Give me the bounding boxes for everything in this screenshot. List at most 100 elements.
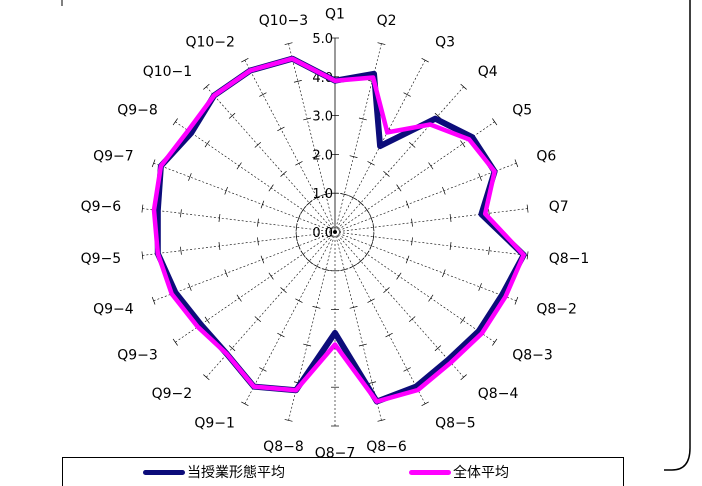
tick-mark [340,268,349,271]
category-label-8: Q8−1 [549,251,590,267]
tick-mark [411,218,413,227]
tick-mark [408,316,416,323]
tick-mark [277,332,285,338]
tick-mark [321,193,330,196]
spoke-11 [334,231,464,378]
tick-mark [188,283,192,291]
tick-mark [224,186,228,195]
tick-mark [151,296,156,305]
tick-mark [364,250,370,258]
tick-mark [203,374,210,381]
legend-item-series-2: 全体平均 [409,462,509,482]
spoke-4 [334,86,464,233]
tick-mark [284,419,293,422]
tick-mark [349,155,358,158]
tick-mark [449,213,452,222]
category-label-3: Q3 [435,34,455,50]
tick-mark [312,155,321,158]
tick-mark [180,209,182,218]
tick-mark [369,241,374,250]
category-label-10: Q8−3 [512,347,553,363]
tick-mark [358,343,367,347]
tick-mark [460,140,466,148]
tick-mark [460,83,467,90]
tick-mark [488,246,490,255]
tick-mark [403,92,411,97]
category-label-23: Q9−8 [117,103,158,119]
category-label-18: Q9−3 [117,347,158,363]
spoke-12 [334,231,426,404]
category-label-25: Q10−2 [185,34,234,50]
tick-mark [478,173,482,181]
tick-mark [405,200,410,209]
tick-mark [358,117,367,121]
tick-mark [218,242,221,251]
frame-edge [664,0,691,471]
tick-mark [428,162,434,170]
r-tick-label: 3.0 [312,110,333,125]
tick-mark [349,306,358,309]
tick-mark [141,204,144,213]
tick-mark [172,338,178,346]
r-tick-label: 5.0 [312,32,333,47]
legend-label-series-2: 全体平均 [453,465,509,481]
tick-mark [236,294,242,302]
spoke-25 [244,60,336,233]
tick-mark [172,118,178,126]
spoke-6 [334,162,517,233]
tick-mark [141,251,144,260]
tick-mark [277,126,285,132]
tick-mark [300,206,306,214]
tick-mark [403,367,411,372]
tick-mark [254,316,262,323]
tick-mark [492,338,498,346]
tick-mark [303,117,312,121]
tick-mark [284,42,293,45]
category-label-12: Q8−5 [435,416,476,432]
tick-mark [411,237,413,246]
spoke-19 [153,231,336,302]
tick-mark [218,213,221,222]
spoke-26 [288,43,336,233]
tick-mark [349,264,357,269]
tick-mark [204,316,210,324]
category-label-13: Q8−6 [366,439,407,455]
spoke-8 [334,231,528,256]
tick-mark [254,141,262,148]
tick-mark [241,58,249,63]
tick-mark [383,287,390,293]
tick-mark [396,184,402,192]
spoke-10 [334,231,495,343]
tick-mark [526,204,529,213]
tick-mark [321,268,330,271]
tick-mark [228,112,236,119]
legend-swatch-series-1 [143,469,185,475]
category-label-19: Q9−4 [93,301,134,317]
tick-mark [188,173,192,181]
spoke-13 [334,231,382,421]
legend-label-series-1: 当授業形態平均 [187,465,285,481]
category-label-24: Q10−1 [143,64,192,80]
spoke-7 [334,208,528,233]
tick-mark [434,345,442,352]
tick-mark [434,112,442,119]
tick-mark [372,232,375,241]
tick-mark [421,58,429,63]
tick-mark [442,269,446,278]
spoke-22 [153,162,336,233]
category-label-2: Q2 [377,13,397,29]
tick-mark [377,419,386,422]
tick-mark [428,294,434,302]
tick-mark [312,306,321,309]
r-tick-label: 1.0 [312,187,333,202]
tick-mark [268,272,274,280]
spoke-16 [244,231,336,404]
tick-mark [442,186,446,195]
tick-mark [151,159,156,168]
tick-mark [478,283,482,291]
tick-mark [303,343,312,347]
tick-mark [368,381,377,384]
series-line-1 [154,55,527,405]
